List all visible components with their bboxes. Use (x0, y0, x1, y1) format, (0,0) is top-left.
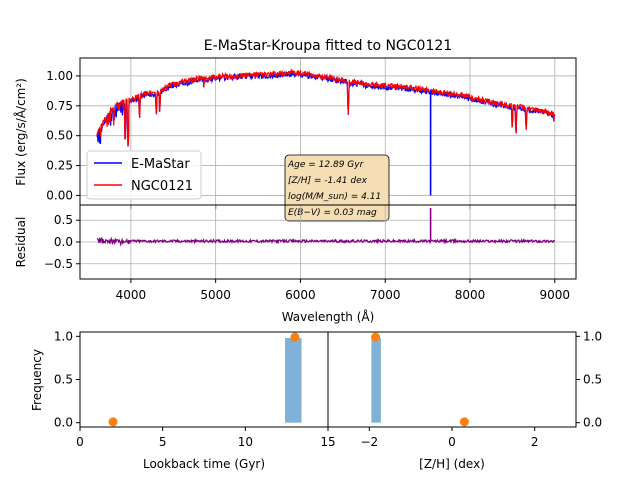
residual-xtick-label: 4000 (116, 288, 147, 302)
spectrum-y-ticks: 0.00 0.25 0.50 0.75 1.00 (46, 69, 556, 209)
age-xtick-label: 10 (238, 435, 253, 449)
residual-xtick-label: 7000 (370, 288, 401, 302)
annotation-extinction: E(B−V) = 0.03 mag (288, 208, 377, 218)
spectrum-lines (96, 68, 556, 196)
age-histogram-panel: 0 5 10 15 0.0 0.5 1.0 Frequency Lookback time … (30, 329, 336, 471)
metallicity-axes-frame (327, 331, 577, 428)
residual-axes-frame (79, 204, 577, 280)
annotation-mass: log(M/M_sun) = 4.11 (288, 192, 381, 202)
metallicity-xtick-label: 2 (531, 435, 539, 449)
annotation-age: Age = 12.89 Gyr (287, 160, 365, 170)
residual-line (96, 236, 556, 247)
age-ytick-label: 0.0 (54, 416, 73, 430)
age-ytick-label: 0.5 (54, 373, 73, 387)
legend: E-MaStar NGC0121 (86, 150, 202, 200)
age-bar (285, 338, 302, 423)
spectrum-panel: 0.00 0.25 0.50 0.75 1.00 E-MaStar-Kroupa fit… (13, 38, 577, 222)
legend-label-ngc0121: NGC0121 (131, 179, 193, 194)
age-xlabel: Lookback time (Gyr) (143, 457, 265, 471)
residual-xtick-label: 5000 (200, 288, 231, 302)
spectrum-ytick-label: 0.25 (46, 159, 73, 173)
residual-ticks: 4000 5000 6000 7000 8000 9000 −0.5 0.0 0.5 (44, 213, 570, 302)
residual-lines (96, 208, 556, 247)
metallicity-xtick-label: −2 (360, 435, 378, 449)
metallicity-xtick-label: 0 (448, 435, 456, 449)
residual-xtick-label: 8000 (455, 288, 486, 302)
residual-ytick-label: 0.5 (54, 213, 73, 227)
residual-ylabel: Residual (14, 217, 28, 268)
metallicity-point (371, 332, 381, 342)
residual-xtick-label: 9000 (540, 288, 571, 302)
metallicity-xlabel: [Z/H] (dex) (419, 457, 485, 471)
residual-ytick-label: 0.0 (54, 235, 73, 249)
metallicity-ytick-label: 1.0 (583, 329, 602, 343)
metallicity-histogram-panel: −2 0 2 0.0 0.5 1.0 [Z/H] (dex) (327, 329, 602, 471)
spectrum-ytick-label: 0.50 (46, 129, 73, 143)
residual-panel: 4000 5000 6000 7000 8000 9000 −0.5 0.0 0.5 Resid… (14, 204, 577, 324)
wavelength-xlabel: Wavelength (Å) (282, 309, 375, 324)
frequency-ylabel: Frequency (30, 349, 44, 411)
ngc0121-spectrum-line (96, 68, 556, 147)
age-xtick-label: 15 (320, 435, 335, 449)
residual-ytick-label: −0.5 (44, 257, 73, 271)
age-ytick-label: 1.0 (54, 329, 73, 343)
residual-xtick-label: 6000 (285, 288, 316, 302)
age-xtick-label: 5 (159, 435, 167, 449)
metallicity-point (459, 417, 469, 427)
annotation-metallicity: [Z/H] = -1.41 dex (288, 176, 368, 186)
metallicity-histogram-body: −2 0 2 0.0 0.5 1.0 (360, 329, 602, 449)
spectrum-ytick-label: 1.00 (46, 69, 73, 83)
metallicity-ytick-label: 0.0 (583, 416, 602, 430)
age-xtick-label: 0 (76, 435, 84, 449)
age-histogram-body: 0 5 10 15 0.0 0.5 1.0 (54, 329, 336, 449)
age-point (108, 417, 118, 427)
legend-label-emastar: E-MaStar (131, 157, 190, 172)
chart-title: E-MaStar-Kroupa fitted to NGC0121 (204, 38, 452, 54)
metallicity-bar (371, 338, 381, 423)
age-point (290, 332, 300, 342)
spectrum-ytick-label: 0.75 (46, 99, 73, 113)
metallicity-ytick-label: 0.5 (583, 373, 602, 387)
emastar-spectrum-line (96, 70, 556, 147)
spectrum-ylabel: Flux (erg/s/Å/cm²) (13, 78, 28, 186)
spectrum-ytick-label: 0.00 (46, 188, 73, 202)
